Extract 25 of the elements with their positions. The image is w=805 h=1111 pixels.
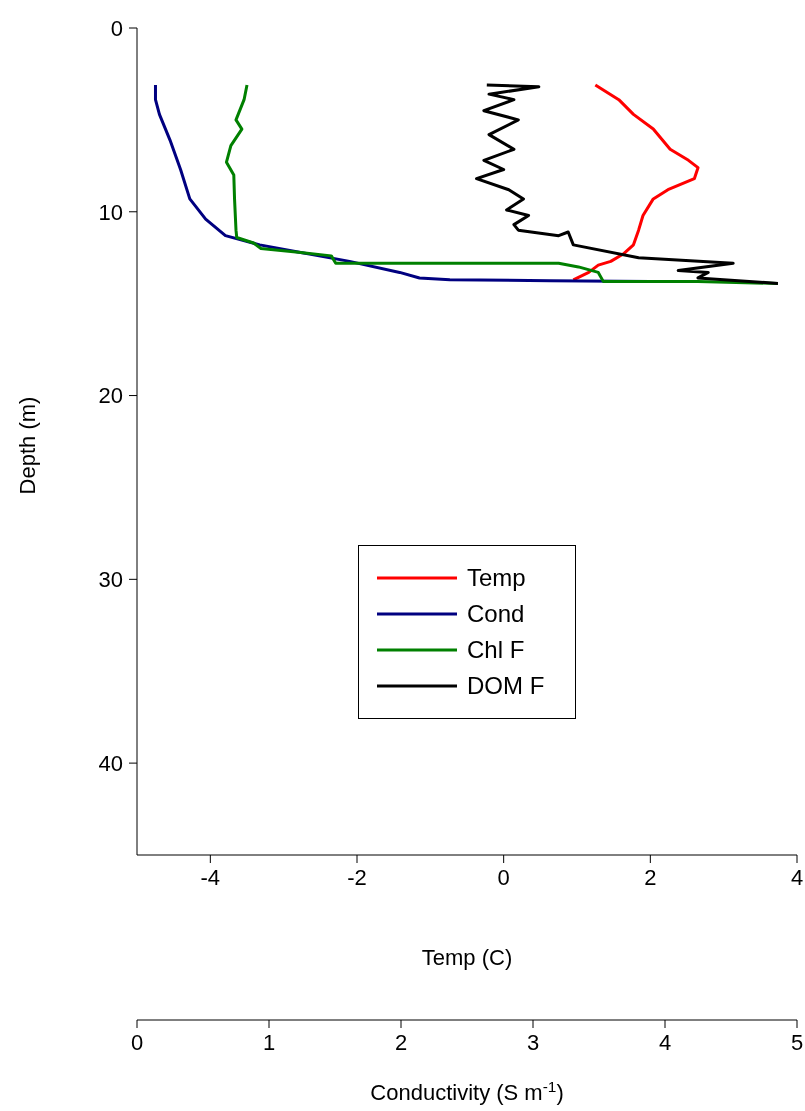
x-tick-label: -4 [200,864,221,890]
x-axis-title: Temp (C) [421,945,513,970]
x2-tick-label: 2 [394,1029,408,1055]
y-tick-label: 40 [98,750,123,776]
y-tick-label: 20 [98,383,123,409]
x2-tick-label: 0 [130,1029,144,1055]
line-series [571,83,700,282]
x2-tick-label: 5 [790,1029,804,1055]
legend-label: DOM F [467,672,545,700]
x2-axis-title: Conductivity (S m$^{-1}$) [370,1077,564,1105]
x-tick-label: 0 [497,864,510,890]
y-tick-label: 0 [110,15,123,41]
x2-tick-label: 1 [262,1029,276,1055]
x2-tick-label: 4 [658,1029,672,1055]
y-axis-title: Depth (m) [15,396,40,495]
legend-label: Chl F [467,636,525,664]
y-tick-label: 10 [98,199,123,225]
x2-tick-label: 3 [526,1029,540,1055]
x-tick-label: -2 [347,864,367,890]
x-tick-label: 2 [644,864,657,890]
y-tick-label: 30 [98,567,123,593]
legend-label: Temp [467,564,526,592]
x-tick-label: 4 [790,864,804,890]
line-series [475,83,780,285]
legend-label: Cond [467,600,525,628]
